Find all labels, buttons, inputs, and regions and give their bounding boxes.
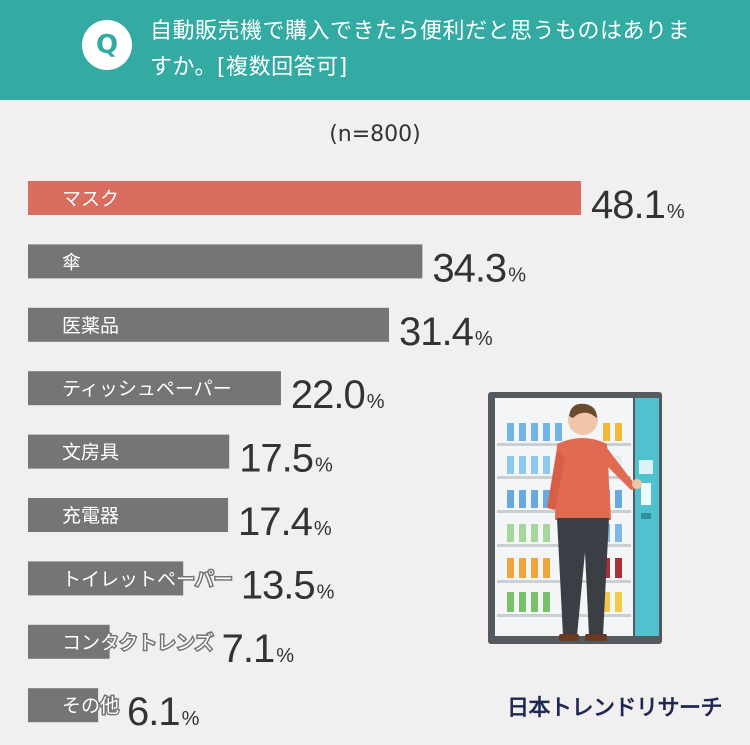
value-label-5: 17.4% (238, 500, 332, 544)
bar-label-2: 医薬品 (62, 315, 119, 337)
question-header: Q 自動販売機で購入できたら便利だと思うものはありますか。[複数回答可] (0, 0, 750, 100)
bar-7 (28, 624, 110, 659)
bar-6 (28, 561, 184, 596)
value-label-0: 48.1% (591, 183, 685, 227)
question-text: 自動販売機で購入できたら便利だと思うものはありますか。[複数回答可] (150, 19, 691, 80)
bar-8 (28, 688, 99, 723)
bar-label-1: 傘 (62, 251, 81, 273)
value-label-2: 31.4% (399, 310, 493, 354)
brand-logo: 日本トレンドリサーチ (507, 696, 723, 721)
question-badge: Q (82, 20, 132, 70)
value-label-1: 34.3% (432, 246, 526, 290)
bar-0 (28, 181, 581, 215)
bar-label-6: トイレットペーパー (62, 568, 233, 590)
value-label-3: 22.0% (291, 373, 385, 417)
bar-label-3: ティッシュペーパー (62, 378, 232, 400)
bar-4 (28, 434, 230, 469)
bar-1 (28, 244, 423, 279)
bar-label-0: マスク (62, 188, 119, 210)
bar-label-4: 文房具 (62, 442, 119, 464)
value-label-4: 17.5% (239, 437, 333, 481)
value-label-7: 7.1% (222, 627, 295, 671)
sample-size: (n=800) (329, 122, 421, 147)
value-label-8: 6.1% (127, 690, 200, 734)
bar-label-7: コンタクトレンズ (62, 632, 214, 654)
value-label-6: 13.5% (241, 563, 335, 607)
vending-machine-illustration (488, 392, 662, 644)
bar-2 (28, 307, 390, 342)
bar-3 (28, 371, 281, 406)
bar-label-8: その他 (62, 695, 119, 717)
bar-5 (28, 498, 229, 532)
bar-label-5: 充電器 (62, 505, 119, 527)
